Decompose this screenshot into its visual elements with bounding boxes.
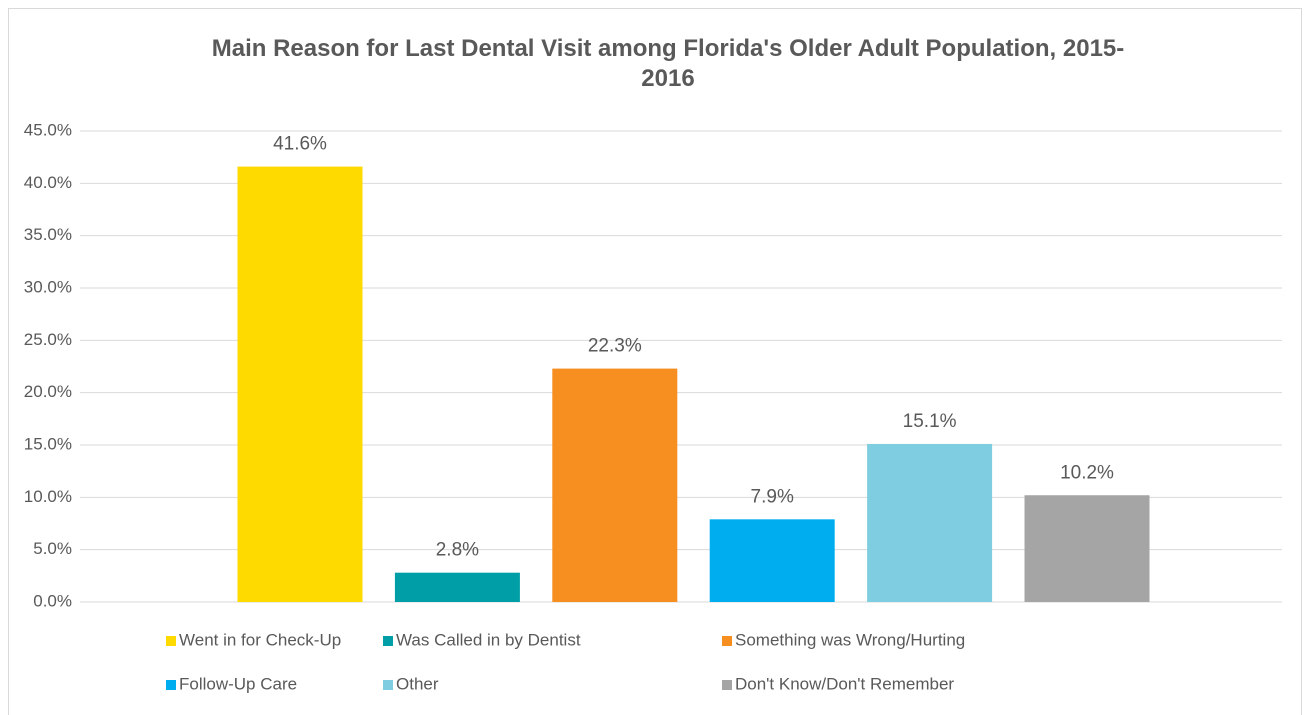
y-tick-label: 5.0% — [33, 539, 72, 558]
bar — [237, 166, 363, 602]
value-label: 2.8% — [436, 540, 479, 561]
value-label: 10.2% — [1060, 462, 1114, 483]
legend-label: Was Called in by Dentist — [396, 630, 581, 649]
legend-label: Something was Wrong/Hurting — [735, 630, 965, 649]
legend-swatch — [166, 680, 176, 690]
legend-swatch — [383, 636, 393, 646]
y-tick-label: 0.0% — [33, 591, 72, 610]
legend-swatch — [722, 636, 732, 646]
legend-swatch — [383, 680, 393, 690]
y-tick-label: 45.0% — [24, 120, 72, 139]
bar — [1024, 495, 1150, 602]
legend-swatch — [166, 636, 176, 646]
value-label: 15.1% — [903, 411, 957, 432]
value-label: 41.6% — [273, 134, 327, 155]
y-tick-label: 25.0% — [24, 330, 72, 349]
value-label: 22.3% — [588, 336, 642, 357]
y-tick-label: 35.0% — [24, 225, 72, 244]
legend-swatch — [722, 680, 732, 690]
bar — [709, 519, 835, 602]
y-tick-label: 15.0% — [24, 434, 72, 453]
chart-frame — [8, 8, 1302, 715]
bar — [552, 368, 678, 602]
bar — [394, 572, 520, 602]
chart-title: Main Reason for Last Dental Visit among … — [211, 35, 1125, 92]
legend-label: Follow-Up Care — [179, 674, 297, 693]
legend-label: Went in for Check-Up — [179, 630, 341, 649]
y-tick-label: 10.0% — [24, 487, 72, 506]
legend-label: Other — [396, 674, 439, 693]
y-tick-label: 30.0% — [24, 277, 72, 296]
value-label: 7.9% — [751, 486, 794, 507]
bar — [867, 443, 993, 602]
y-tick-label: 20.0% — [24, 382, 72, 401]
legend-label: Don't Know/Don't Remember — [735, 674, 954, 693]
y-tick-label: 40.0% — [24, 173, 72, 192]
